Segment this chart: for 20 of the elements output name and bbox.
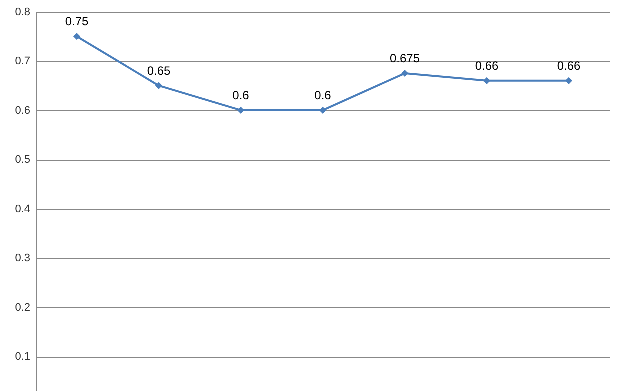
- point: [401, 70, 409, 78]
- data-label: 0.66: [475, 58, 499, 73]
- data-label: 0.66: [557, 58, 581, 73]
- point: [73, 33, 81, 40]
- y-tick-label: 0.8: [15, 6, 30, 18]
- data-label: 0.65: [147, 64, 171, 78]
- data-label: 0.675: [390, 52, 420, 66]
- y-tick-label: 0.6: [15, 104, 30, 117]
- data-label: 0.6: [232, 88, 250, 102]
- data-label: 0.6: [314, 88, 332, 102]
- point: [565, 77, 573, 84]
- y-tick-label: 0.2: [15, 302, 30, 314]
- point: [483, 77, 491, 84]
- y-tick-label: 0.3: [15, 252, 30, 265]
- y-tick-label: 0.4: [15, 203, 30, 216]
- y-tick-label: 0.7: [15, 56, 30, 68]
- y-tick-label: 0.5: [15, 154, 30, 166]
- data-label: 0.75: [65, 14, 89, 29]
- y-tick-label: 0.1: [15, 351, 30, 364]
- point: [155, 82, 163, 90]
